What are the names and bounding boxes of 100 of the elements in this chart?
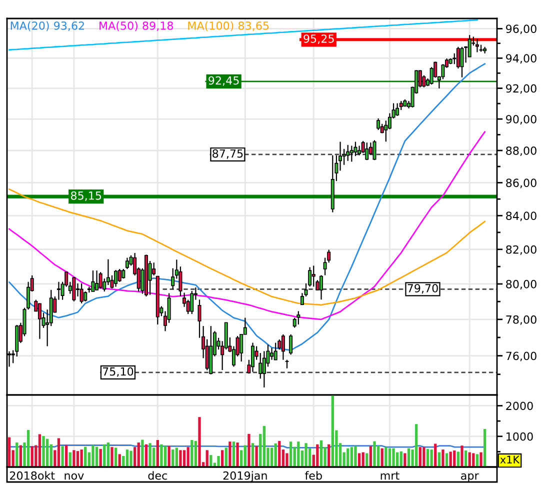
candlestick: [84, 290, 88, 302]
bar: [262, 426, 266, 467]
bar: [380, 448, 384, 467]
candlestick: [289, 334, 293, 356]
x-tick-label: nov: [64, 473, 84, 480]
candlestick: [80, 282, 84, 304]
bar: [190, 440, 194, 467]
bar: [217, 456, 220, 467]
candlestick: [350, 145, 354, 162]
candlestick: [258, 352, 262, 380]
y-tick-label: 78,00: [506, 315, 536, 325]
candlestick: [38, 302, 42, 340]
bar: [92, 445, 94, 467]
bar: [366, 453, 368, 467]
bar: [251, 443, 254, 467]
bar: [172, 450, 174, 467]
bar: [472, 453, 475, 467]
bar: [84, 446, 87, 467]
bar: [26, 430, 30, 467]
ref-line-label: 95,25: [304, 34, 334, 44]
x-tick-label: dec: [148, 471, 167, 480]
candlestick: [365, 142, 369, 161]
bar: [464, 450, 468, 467]
bar: [206, 450, 208, 467]
bar: [278, 440, 281, 467]
bar: [404, 453, 406, 467]
bar: [331, 396, 334, 467]
candlestick: [114, 269, 118, 288]
bar: [255, 446, 258, 467]
candlestick: [72, 276, 76, 302]
bar: [456, 452, 460, 467]
bar: [160, 444, 163, 467]
candlestick: [270, 347, 274, 360]
bar: [164, 446, 167, 467]
line-series: [8, 19, 478, 51]
bar: [57, 438, 60, 467]
candlestick: [475, 38, 479, 53]
bar: [460, 446, 464, 467]
bar: [19, 445, 22, 467]
candlestick: [422, 74, 426, 88]
x-tick-label: feb: [304, 471, 322, 480]
bar: [350, 447, 354, 467]
bar: [186, 447, 190, 467]
bar: [426, 448, 430, 467]
y-tick-label: 90,00: [506, 115, 536, 125]
y-tick-label: 94,00: [506, 54, 536, 64]
bar: [106, 442, 110, 467]
y-tick-label: 2000: [506, 402, 533, 410]
bar: [95, 446, 98, 467]
candlestick: [358, 145, 362, 156]
bar: [453, 450, 456, 467]
bar: [316, 444, 319, 467]
y-tick-label: 82,00: [506, 245, 536, 255]
bar: [407, 448, 410, 467]
bar: [270, 448, 274, 467]
candlestick: [376, 118, 380, 131]
bar: [198, 417, 201, 467]
bar: [286, 453, 288, 467]
bar: [388, 448, 392, 467]
bar: [42, 436, 45, 467]
bar: [480, 452, 482, 467]
bar: [80, 450, 83, 467]
bar: [373, 441, 376, 467]
bar: [400, 451, 402, 467]
bar: [38, 434, 42, 467]
y-tick-label: 86,00: [506, 178, 536, 188]
bar: [168, 446, 170, 467]
bar: [110, 447, 114, 467]
line-series: [8, 131, 486, 320]
y-tick-label: 88,00: [506, 146, 536, 156]
bar: [46, 438, 49, 467]
ref-line-label: 87,75: [212, 149, 243, 159]
bar: [114, 448, 118, 467]
text: MA(20) 93,62: [10, 21, 84, 32]
bar: [232, 442, 236, 467]
bar: [16, 442, 18, 467]
bar: [430, 450, 433, 467]
candlestick: [95, 270, 99, 290]
bar: [376, 446, 380, 467]
bar: [384, 447, 388, 467]
bar: [297, 442, 300, 467]
bar: [8, 437, 11, 467]
bar: [236, 442, 239, 467]
bar: [434, 444, 437, 467]
x-tick-label: 2018okt: [10, 471, 55, 480]
bar: [103, 444, 106, 467]
candlestick: [125, 257, 129, 270]
bar: [65, 445, 68, 467]
bar: [72, 450, 76, 467]
candlestick: [396, 102, 400, 116]
x-tick-label: 2019jan: [223, 471, 267, 482]
bar: [179, 450, 182, 467]
candlestick: [190, 290, 194, 315]
y-tick-label: 96,00: [506, 24, 536, 34]
bar: [476, 454, 479, 467]
bar: [244, 445, 246, 467]
text: MA(100) 83,65: [188, 21, 269, 32]
candlestick: [456, 46, 460, 70]
bar: [346, 448, 350, 467]
bar: [30, 446, 34, 467]
